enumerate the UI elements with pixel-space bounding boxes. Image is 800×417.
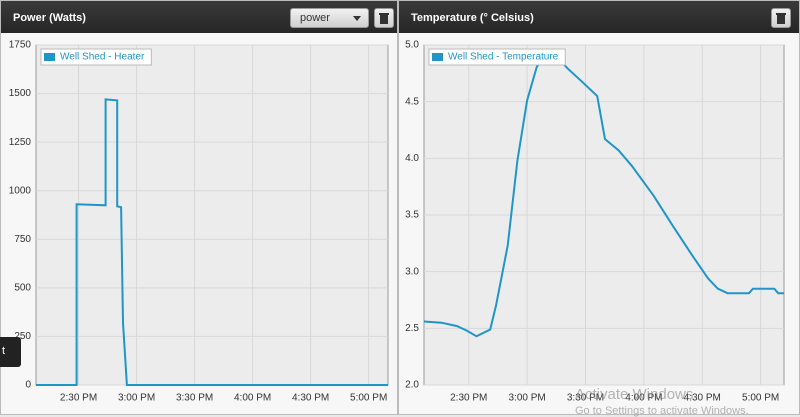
power-panel: Power (Watts) power 0 250 500 750 1000 1250 15… (0, 0, 398, 415)
y-tick-label: 3.0 (405, 266, 419, 277)
x-tick-label: 4:30 PM (292, 393, 329, 404)
panel-header: Temperature (° Celsius) (399, 1, 799, 33)
y-tick-label: 1500 (9, 88, 32, 99)
legend: Well Shed - Temperature (428, 48, 566, 66)
x-tick-label: 4:30 PM (684, 393, 721, 404)
metric-select[interactable]: power (290, 8, 369, 28)
legend-label: Well Shed - Heater (60, 52, 145, 63)
y-tick-label: 4.5 (405, 96, 419, 107)
x-tick-label: 3:00 PM (509, 393, 546, 404)
legend: Well Shed - Heater (40, 48, 152, 66)
trash-icon (379, 13, 389, 24)
panel-title: Temperature (° Celsius) (411, 12, 534, 24)
trash-icon (776, 13, 786, 24)
x-tick-label: 3:30 PM (176, 393, 213, 404)
y-tick-label: 1750 (9, 40, 32, 51)
panel-header: Power (Watts) power (1, 1, 397, 33)
chart: 0 250 500 750 1000 1250 1500 1750 2:30 PM 3:00 PM… (9, 40, 389, 404)
x-tick-label: 4:00 PM (625, 393, 662, 404)
legend-swatch (432, 53, 443, 61)
select-value: power (300, 12, 330, 24)
plot-area (35, 44, 389, 386)
x-tick-label: 2:30 PM (60, 393, 97, 404)
legend-box (428, 48, 566, 66)
temperature-panel: Temperature (° Celsius) 2.0 2.5 3.0 3.5 4.0 4… (398, 0, 800, 415)
watermark-title: Activate Windows (575, 386, 694, 403)
y-tick-label: 1250 (9, 137, 32, 148)
caret (353, 16, 361, 21)
y-tick-label: 1000 (9, 185, 32, 196)
watermark-subtitle: Go to Settings to activate Windows. (575, 405, 749, 417)
x-tick-label: 5:00 PM (742, 393, 779, 404)
x-tick-label: 3:30 PM (567, 393, 604, 404)
legend-label: Well Shed - Temperature (448, 52, 559, 63)
y-tick-label: 5.0 (405, 40, 419, 51)
legend-swatch (44, 53, 55, 61)
data-line (423, 55, 784, 338)
x-tick-label: 2:30 PM (450, 393, 487, 404)
y-tick-label: 250 (14, 331, 31, 342)
x-tick-label: 4:00 PM (234, 393, 271, 404)
panel-title: Power (Watts) (13, 12, 86, 24)
y-tick-label: 2.5 (405, 323, 419, 334)
y-tick-label: 500 (14, 282, 31, 293)
legend-box (40, 48, 152, 66)
y-tick-label: 2.0 (405, 380, 419, 391)
x-tick-label: 3:00 PM (118, 393, 155, 404)
chart: 2.0 2.5 3.0 3.5 4.0 4.5 5.0 2:30 PM 3:00 PM 3:30 … (405, 40, 785, 404)
delete-button[interactable] (374, 8, 394, 28)
y-tick-label: 750 (14, 234, 31, 245)
side-tab[interactable]: t (0, 337, 21, 367)
y-tick-label: 0 (25, 380, 31, 391)
y-tick-label: 3.5 (405, 210, 419, 221)
side-tab-label: t (2, 345, 6, 357)
delete-button[interactable] (771, 8, 791, 28)
data-line (36, 98, 388, 386)
y-tick-label: 4.0 (405, 153, 419, 164)
x-tick-label: 5:00 PM (350, 393, 387, 404)
